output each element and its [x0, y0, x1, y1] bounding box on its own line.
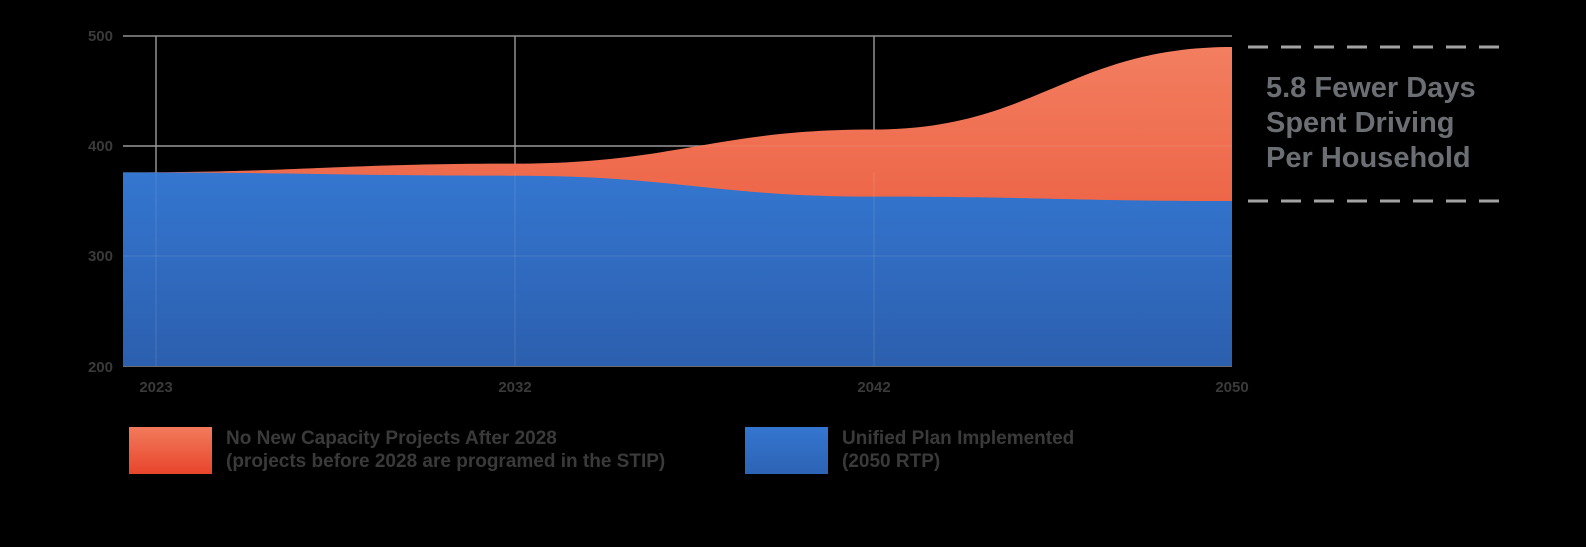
grid-overlay [123, 145, 1232, 366]
annotation-line-2: Spent Driving [1266, 107, 1455, 139]
legend-item-no-new-capacity: No New Capacity Projects After 2028 (pro… [129, 427, 665, 474]
legend-swatch-red [129, 427, 212, 474]
legend-swatch-blue [745, 427, 828, 474]
legend-label: Unified Plan Implemented [842, 428, 1075, 449]
y-tick-label: 400 [88, 138, 113, 155]
y-tick-label: 200 [88, 359, 113, 376]
legend-sublabel: (2050 RTP) [842, 451, 941, 472]
x-tick-label: 2050 [1215, 379, 1248, 396]
y-tick-label: 300 [88, 248, 113, 265]
x-tick-label: 2023 [139, 379, 172, 396]
legend-item-unified-plan: Unified Plan Implemented (2050 RTP) [745, 427, 1074, 474]
annotation-line-1: 5.8 Fewer Days [1266, 72, 1476, 104]
x-tick-label: 2032 [498, 379, 531, 396]
legend-text: Unified Plan Implemented (2050 RTP) [842, 427, 1074, 473]
y-tick-label: 500 [88, 28, 113, 45]
x-tick-label: 2042 [857, 379, 890, 396]
legend-text: No New Capacity Projects After 2028 (pro… [226, 427, 665, 473]
legend-label: No New Capacity Projects After 2028 [226, 428, 557, 449]
area-unified-plan [123, 172, 1232, 366]
legend-sublabel: (projects before 2028 are programed in t… [226, 451, 666, 472]
annotation-line-3: Per Household [1266, 142, 1471, 174]
